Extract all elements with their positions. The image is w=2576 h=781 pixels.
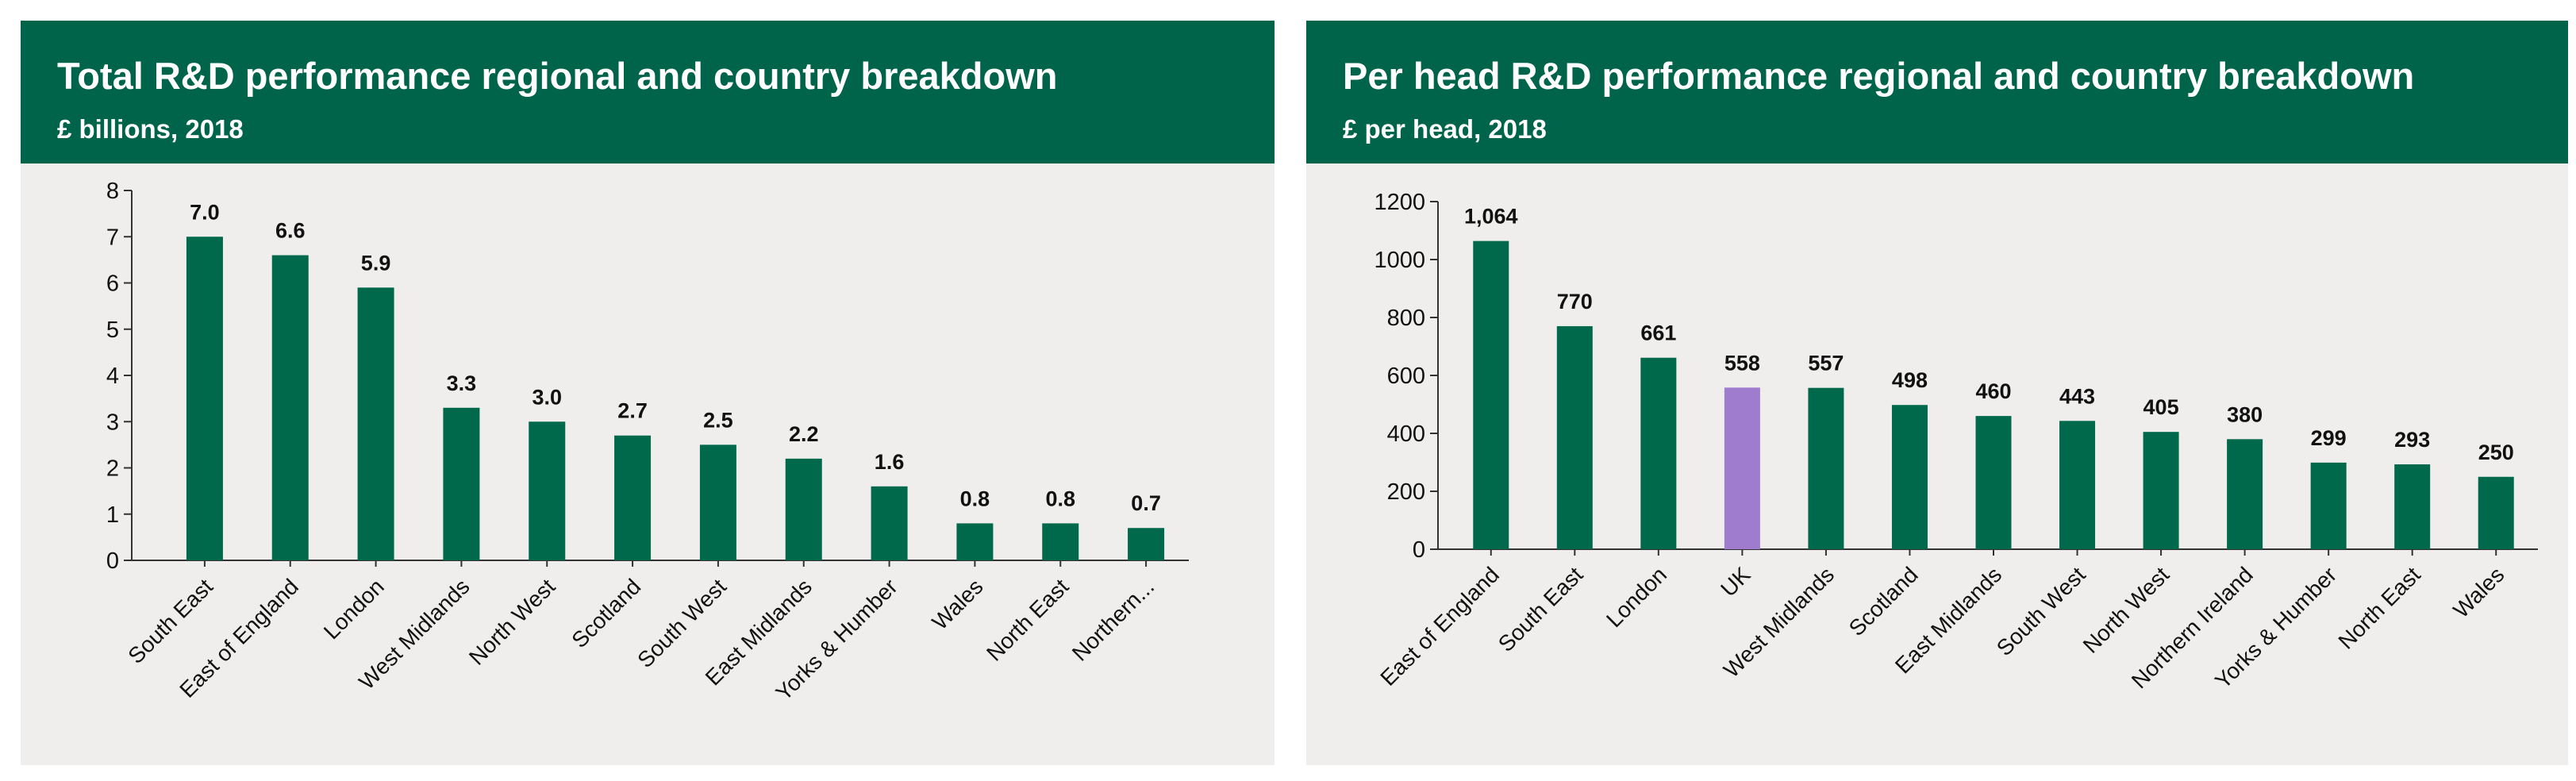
y-tick-label: 2	[106, 456, 119, 482]
data-label: 299	[2311, 426, 2347, 450]
category-label: Scotland	[1844, 562, 1923, 641]
data-label: 6.6	[275, 219, 306, 243]
chart-panel-per-head: Per head R&D performance regional and co…	[1306, 21, 2568, 765]
y-tick-label: 800	[1387, 306, 1425, 331]
bar	[1556, 325, 1593, 549]
data-label: 1,064	[1464, 205, 1518, 229]
category-label: South East	[1494, 562, 1588, 656]
data-label: 2.7	[617, 399, 648, 423]
category-label: London	[319, 574, 389, 644]
y-tick-label: 3	[106, 410, 119, 435]
bar	[1975, 416, 2012, 549]
bar	[871, 486, 908, 560]
data-label: 770	[1557, 290, 1593, 314]
data-label: 558	[1724, 351, 1760, 375]
category-label: Scotland	[567, 574, 645, 652]
data-label: 1.6	[875, 450, 905, 474]
data-label: 2.5	[703, 408, 733, 432]
category-label: London	[1601, 562, 1671, 632]
bar	[785, 458, 822, 560]
data-label: 250	[2478, 441, 2514, 464]
chart-header: Per head R&D performance regional and co…	[1306, 21, 2568, 164]
chart-title: Total R&D performance regional and count…	[57, 55, 1058, 97]
chart-subtitle: £ billions, 2018	[57, 114, 244, 144]
y-tick-label: 0	[1413, 537, 1425, 563]
y-tick-label: 5	[106, 317, 119, 343]
bar	[956, 523, 994, 560]
bar	[186, 237, 223, 560]
y-tick-label: 1	[106, 502, 119, 528]
bar	[2059, 421, 2096, 549]
y-tick-label: 8	[106, 179, 119, 204]
bar	[614, 435, 652, 560]
y-tick-label: 7	[106, 225, 119, 250]
bar	[2478, 476, 2514, 549]
data-label: 498	[1892, 368, 1928, 392]
category-label: North West	[464, 574, 560, 670]
bar	[1042, 523, 1079, 560]
bar	[699, 444, 736, 560]
category-label: Wales	[927, 574, 987, 634]
chart-panel-total: Total R&D performance regional and count…	[21, 21, 1275, 765]
bar	[2143, 432, 2179, 549]
data-label: 3.3	[447, 371, 477, 395]
bar	[529, 421, 566, 560]
bar	[357, 287, 394, 560]
category-label: Wales	[2448, 562, 2509, 622]
data-label: 0.7	[1131, 491, 1161, 515]
data-label: 5.9	[361, 251, 391, 275]
category-label: South West	[1992, 562, 2090, 660]
category-label: East of England	[1375, 562, 1504, 691]
data-label: 460	[1975, 379, 2011, 403]
bar	[1808, 387, 1844, 549]
bar	[2310, 462, 2347, 549]
data-label: 7.0	[190, 200, 220, 224]
data-label: 293	[2394, 428, 2430, 452]
bar	[1640, 357, 1677, 549]
bar	[271, 255, 309, 560]
category-label: Northern...	[1067, 574, 1159, 665]
data-label: 380	[2227, 402, 2263, 426]
chart-title: Per head R&D performance regional and co…	[1343, 55, 2415, 97]
data-label: 443	[2059, 384, 2095, 408]
data-label: 2.2	[789, 422, 819, 446]
category-label: North East	[2333, 562, 2425, 654]
y-tick-label: 4	[106, 364, 119, 389]
y-tick-label: 6	[106, 271, 119, 297]
y-tick-label: 600	[1387, 364, 1425, 389]
bar-highlight	[1724, 387, 1760, 549]
y-tick-label: 1000	[1374, 248, 1425, 273]
data-label: 405	[2143, 395, 2179, 419]
bar	[2227, 439, 2263, 549]
y-tick-label: 0	[106, 548, 119, 574]
data-label: 3.0	[532, 385, 562, 409]
bar	[1473, 240, 1509, 549]
data-label: 0.8	[960, 487, 990, 510]
data-label: 0.8	[1045, 487, 1075, 510]
data-label: 557	[1808, 352, 1844, 375]
bar	[1891, 405, 1928, 549]
y-tick-label: 200	[1387, 479, 1425, 505]
category-label: South East	[123, 574, 217, 668]
bar	[2394, 464, 2431, 549]
bar	[443, 407, 480, 560]
data-label: 661	[1640, 321, 1676, 345]
chart-subtitle: £ per head, 2018	[1343, 114, 1547, 144]
chart-header: Total R&D performance regional and count…	[21, 21, 1275, 164]
y-tick-label: 1200	[1374, 190, 1425, 215]
category-label: UK	[1716, 562, 1755, 602]
bar-chart-per-head: 0 200 400 600 800 1000 1200 1,064 East of Englan…	[1374, 190, 2538, 694]
category-label: North East	[982, 574, 1074, 666]
bar	[1128, 528, 1165, 560]
y-tick-label: 400	[1387, 421, 1425, 447]
